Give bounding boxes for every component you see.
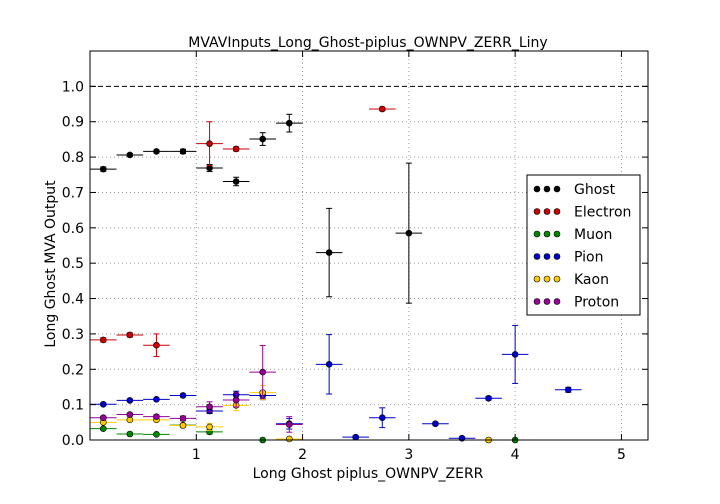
- data-point: [232, 145, 240, 153]
- y-tick-label: 0.6: [62, 221, 84, 237]
- x-tick-label: 5: [617, 447, 626, 463]
- x-tick-label: 2: [298, 447, 307, 463]
- data-point: [99, 425, 107, 432]
- y-tick-label: 0.9: [62, 115, 84, 131]
- legend-marker: [553, 298, 561, 305]
- x-axis-label: Long Ghost piplus_OWNPV_ZERR: [253, 466, 484, 482]
- legend-marker: [533, 185, 541, 193]
- legend-label-pion: Pion: [574, 250, 603, 266]
- legend-marker: [543, 208, 551, 215]
- data-point: [259, 135, 267, 143]
- series-electron: [90, 105, 396, 358]
- legend-label-electron: Electron: [574, 205, 631, 221]
- series-layer: [90, 105, 582, 444]
- y-tick-label: 0.1: [62, 398, 84, 414]
- legend-marker: [553, 230, 561, 238]
- data-point: [99, 414, 107, 422]
- data-point: [232, 178, 240, 185]
- data-point: [126, 331, 134, 339]
- data-point: [232, 396, 240, 404]
- legend-label-muon: Muon: [574, 227, 612, 243]
- data-point: [206, 423, 213, 431]
- y-tick-label: 0.0: [62, 433, 84, 449]
- data-point: [99, 400, 107, 408]
- legend-marker: [533, 230, 541, 238]
- legend-marker: [533, 275, 541, 283]
- y-tick-label: 1.0: [62, 79, 84, 95]
- legend-marker: [553, 275, 561, 283]
- data-point: [99, 336, 107, 344]
- data-point: [153, 413, 160, 420]
- legend-marker: [543, 298, 551, 305]
- data-point: [285, 421, 293, 428]
- y-tick-label: 0.2: [62, 362, 84, 378]
- data-point: [285, 119, 293, 127]
- y-tick-label: 0.7: [62, 185, 84, 201]
- data-point: [99, 165, 107, 173]
- series-ghost: [90, 113, 423, 304]
- axis-ticks: 1 2 3 4 5 0.0 0.1 0.2 0.3 0.4 0.5 0.6 0.7 0.8 0.9 1.0: [62, 51, 648, 463]
- data-point: [432, 420, 439, 428]
- legend-marker: [543, 275, 551, 283]
- data-point: [126, 430, 134, 438]
- y-tick-label: 0.5: [62, 256, 84, 272]
- data-point: [285, 435, 293, 443]
- legend-marker: [543, 230, 551, 238]
- data-point: [378, 414, 386, 422]
- x-tick-label: 3: [404, 447, 413, 463]
- data-point: [206, 403, 213, 411]
- legend-marker: [553, 208, 561, 215]
- legend-marker: [533, 298, 541, 305]
- legend-marker: [543, 253, 551, 260]
- series-proton: [90, 345, 303, 433]
- data-point: [325, 361, 333, 368]
- y-tick-label: 0.8: [62, 150, 84, 166]
- legend-label-proton: Proton: [574, 295, 619, 311]
- data-point: [126, 411, 134, 418]
- legend-marker: [543, 185, 551, 193]
- legend-marker: [533, 253, 541, 260]
- data-point: [378, 105, 386, 113]
- data-point: [352, 433, 360, 441]
- legend-marker: [533, 208, 541, 215]
- y-axis-label: Long Ghost MVA Output: [43, 180, 59, 348]
- data-point: [126, 151, 134, 159]
- plot-frame: [89, 50, 649, 441]
- y-tick-label: 0.4: [62, 292, 84, 308]
- data-point: [126, 397, 134, 404]
- chart-title: MVAVInputs_Long_Ghost-piplus_OWNPV_ZERR_…: [188, 35, 547, 51]
- data-point: [485, 394, 492, 402]
- data-point: [405, 229, 413, 237]
- legend-label-ghost: Ghost: [574, 182, 616, 198]
- data-point: [511, 351, 519, 358]
- x-tick-label: 4: [511, 447, 520, 463]
- data-point: [153, 341, 160, 349]
- legend: Ghost Electron Muon Pion Kaon Proton: [526, 174, 641, 316]
- data-point: [153, 396, 160, 403]
- legend-marker: [553, 185, 561, 193]
- data-point: [564, 386, 572, 394]
- legend-label-kaon: Kaon: [574, 272, 609, 288]
- legend-marker: [553, 253, 561, 260]
- data-point: [153, 148, 160, 155]
- y-tick-label: 0.3: [62, 327, 84, 343]
- data-point: [179, 415, 187, 422]
- data-point: [179, 392, 187, 399]
- data-point: [206, 140, 213, 147]
- x-tick-label: 1: [192, 447, 201, 463]
- series-pion: [90, 324, 582, 442]
- data-point: [259, 368, 267, 376]
- data-point: [179, 422, 187, 429]
- data-point: [179, 148, 187, 155]
- legend-box: [526, 174, 641, 316]
- data-point: [153, 431, 160, 438]
- data-point: [325, 249, 333, 256]
